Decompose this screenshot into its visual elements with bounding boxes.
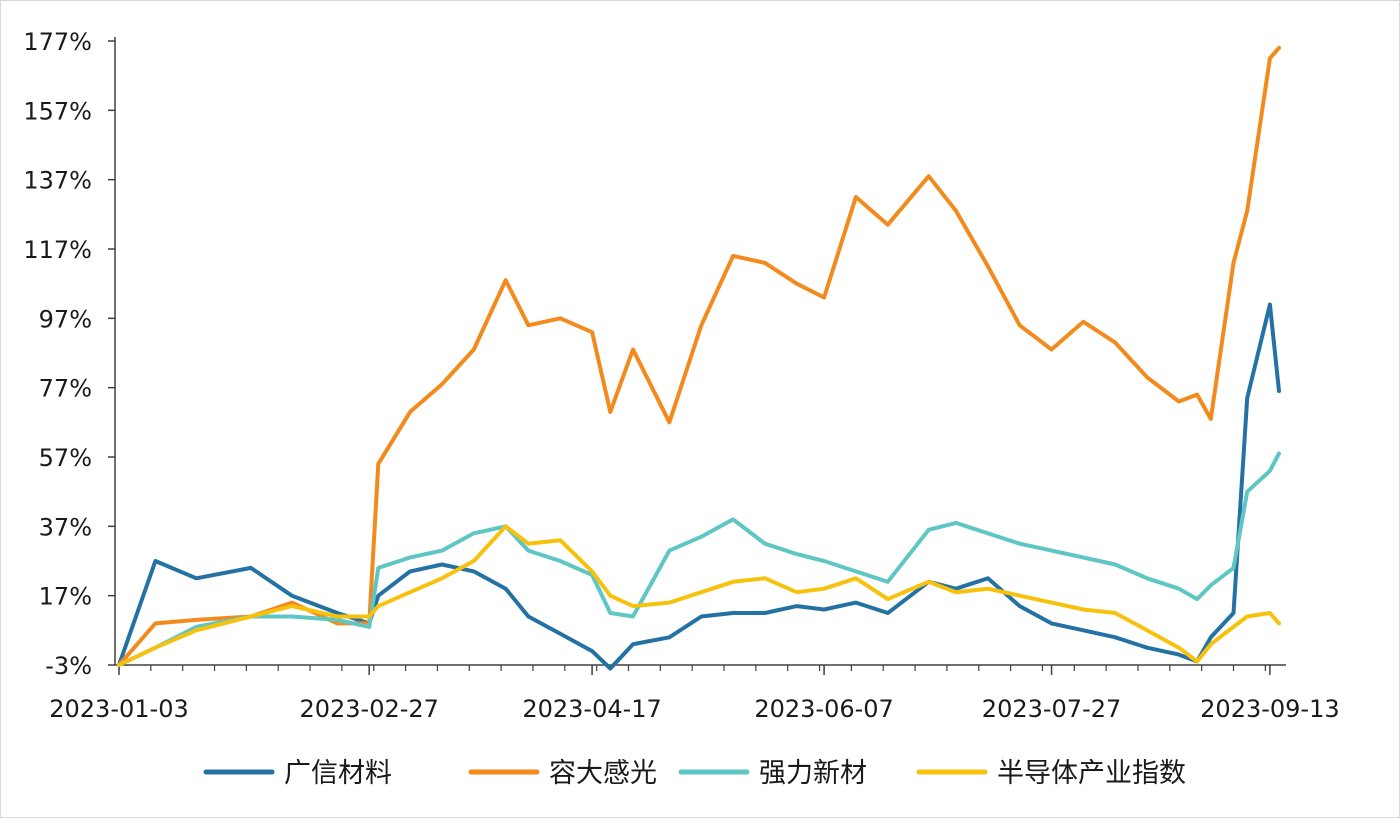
y-axis: -3% 17% 37% 57% 77% 97% 117% 137% 157% 177%: [23, 28, 116, 680]
series-line-4: [117, 524, 1281, 667]
series-line-3: [117, 451, 1281, 667]
x-tick-label: 2023-06-07: [754, 695, 893, 723]
y-tick-label: 137%: [23, 167, 92, 195]
y-tick-label: 57%: [39, 444, 92, 472]
y-tick-label: 37%: [39, 513, 92, 541]
series-line-1: [117, 302, 1281, 671]
y-tick-label: 117%: [23, 236, 92, 264]
y-tick-label: -3%: [45, 652, 92, 680]
legend-label: 强力新材: [759, 758, 867, 789]
legend-label: 容大感光: [549, 758, 657, 789]
y-tick-label: 177%: [23, 28, 92, 56]
y-tick-label: 97%: [39, 305, 92, 333]
legend-label: 半导体产业指数: [997, 758, 1186, 789]
x-tick-label: 2023-09-13: [1200, 695, 1339, 723]
x-tick-label: 2023-02-27: [299, 695, 438, 723]
legend: 广信材料 容大感光 强力新材 半导体产业指数: [203, 758, 1186, 789]
legend-label: 广信材料: [284, 758, 392, 789]
y-tick-label: 77%: [39, 375, 92, 403]
x-axis: 2023-01-03 2023-02-27 2023-04-17 2023-06-07…: [49, 664, 1340, 723]
series-line-2: [117, 45, 1281, 667]
y-tick-label: 17%: [39, 583, 92, 611]
y-tick-label: 157%: [23, 97, 92, 125]
series-layer: [117, 45, 1281, 671]
x-tick-label: 2023-01-03: [49, 695, 188, 723]
x-tick-label: 2023-07-27: [982, 695, 1121, 723]
x-tick-label: 2023-04-17: [522, 695, 661, 723]
